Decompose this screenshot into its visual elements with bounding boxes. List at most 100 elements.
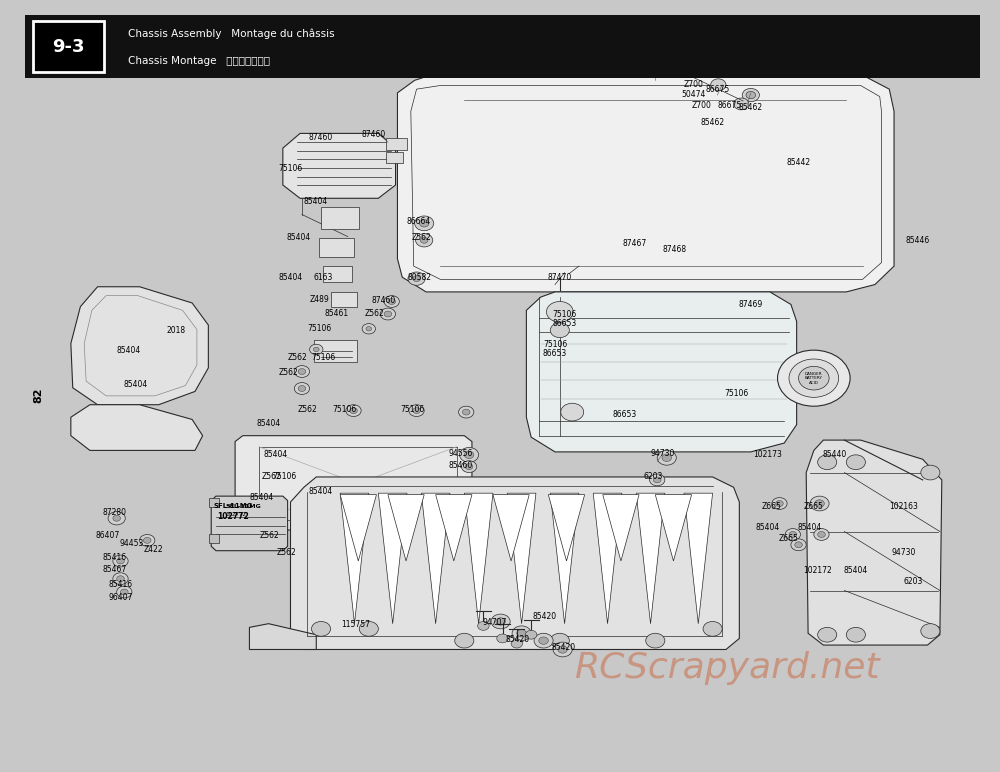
Circle shape — [462, 409, 470, 415]
Circle shape — [511, 639, 523, 648]
Circle shape — [294, 366, 310, 378]
Text: Z665: Z665 — [762, 502, 782, 511]
Bar — [323, 266, 352, 283]
Text: 85420: 85420 — [552, 643, 576, 652]
Text: 86653: 86653 — [552, 319, 577, 328]
Circle shape — [772, 498, 787, 510]
Text: 9-3: 9-3 — [52, 38, 85, 56]
Polygon shape — [378, 493, 407, 624]
Text: SFL-11MG: SFL-11MG — [214, 503, 253, 510]
Text: 80582: 80582 — [407, 273, 431, 282]
Bar — [209, 499, 219, 507]
Polygon shape — [249, 624, 316, 649]
Text: 50474: 50474 — [681, 90, 706, 99]
Text: 86675: 86675 — [718, 101, 742, 110]
Text: 102772: 102772 — [226, 512, 247, 517]
Polygon shape — [340, 493, 369, 624]
Text: Chassis Montage   シャーシ展開図: Chassis Montage シャーシ展開図 — [128, 56, 270, 66]
Polygon shape — [593, 493, 622, 624]
Text: 75106: 75106 — [401, 405, 425, 414]
Text: 115757: 115757 — [341, 620, 370, 629]
Text: 87469: 87469 — [739, 300, 763, 309]
Circle shape — [460, 448, 479, 462]
Text: 94707: 94707 — [483, 618, 507, 628]
Text: Z562: Z562 — [277, 547, 297, 557]
Circle shape — [117, 586, 132, 598]
Text: 87470: 87470 — [548, 273, 572, 283]
Circle shape — [666, 59, 689, 77]
Circle shape — [497, 634, 508, 643]
Text: 94556: 94556 — [448, 449, 473, 458]
Circle shape — [117, 576, 124, 581]
Text: 85404: 85404 — [286, 233, 310, 242]
Circle shape — [350, 408, 357, 414]
Text: 94730: 94730 — [651, 449, 675, 458]
Circle shape — [734, 98, 749, 110]
Polygon shape — [636, 493, 665, 624]
Text: Chassis Assembly   Montage du châssis: Chassis Assembly Montage du châssis — [128, 29, 335, 39]
Polygon shape — [603, 495, 639, 561]
Circle shape — [785, 529, 800, 540]
Circle shape — [795, 542, 802, 548]
Circle shape — [553, 642, 572, 657]
Circle shape — [818, 455, 837, 469]
Circle shape — [778, 350, 850, 406]
Text: Z700: Z700 — [684, 80, 703, 89]
Text: 85404: 85404 — [309, 487, 333, 496]
Circle shape — [561, 403, 584, 421]
Bar — [319, 238, 354, 257]
Text: 85404: 85404 — [844, 566, 868, 575]
Circle shape — [921, 466, 940, 480]
Circle shape — [814, 529, 829, 540]
Text: 85462: 85462 — [643, 70, 667, 79]
Polygon shape — [526, 292, 797, 452]
Bar — [321, 207, 359, 229]
Circle shape — [512, 626, 531, 641]
Circle shape — [416, 234, 433, 247]
Circle shape — [420, 237, 428, 243]
Text: 85416: 85416 — [108, 580, 133, 589]
Text: 75106: 75106 — [278, 164, 303, 173]
Text: 85420: 85420 — [506, 635, 530, 645]
Polygon shape — [464, 493, 493, 624]
Circle shape — [558, 646, 567, 653]
Circle shape — [465, 464, 473, 469]
Polygon shape — [550, 493, 579, 624]
Circle shape — [143, 537, 151, 543]
Circle shape — [419, 220, 429, 227]
Circle shape — [413, 276, 420, 282]
Circle shape — [346, 405, 361, 417]
Text: 75106: 75106 — [333, 405, 357, 414]
Circle shape — [298, 368, 306, 374]
Text: 75106: 75106 — [311, 353, 335, 362]
Polygon shape — [684, 493, 713, 624]
Circle shape — [384, 296, 399, 307]
Circle shape — [711, 79, 726, 90]
Circle shape — [117, 558, 124, 564]
Circle shape — [113, 555, 128, 567]
Circle shape — [478, 621, 489, 630]
Text: 85404: 85404 — [278, 273, 303, 282]
Text: 85404: 85404 — [263, 450, 287, 459]
Circle shape — [789, 531, 797, 537]
Text: 86664: 86664 — [406, 218, 431, 226]
Polygon shape — [235, 435, 472, 530]
Text: Z562: Z562 — [298, 405, 318, 414]
Circle shape — [534, 633, 553, 648]
Polygon shape — [397, 76, 894, 292]
Polygon shape — [340, 495, 376, 561]
Bar — [33, 21, 104, 73]
Text: 85404: 85404 — [250, 493, 274, 502]
Text: Z562: Z562 — [365, 309, 384, 318]
Polygon shape — [806, 440, 942, 645]
Circle shape — [464, 451, 474, 459]
Text: 94730: 94730 — [891, 547, 916, 557]
Text: 75106: 75106 — [307, 323, 331, 333]
Text: Z562: Z562 — [260, 530, 279, 540]
Text: Z665: Z665 — [779, 534, 799, 543]
Text: 85461: 85461 — [324, 309, 348, 318]
Bar — [314, 340, 357, 362]
Circle shape — [646, 633, 665, 648]
Circle shape — [650, 474, 665, 486]
Text: 85404: 85404 — [116, 346, 140, 354]
